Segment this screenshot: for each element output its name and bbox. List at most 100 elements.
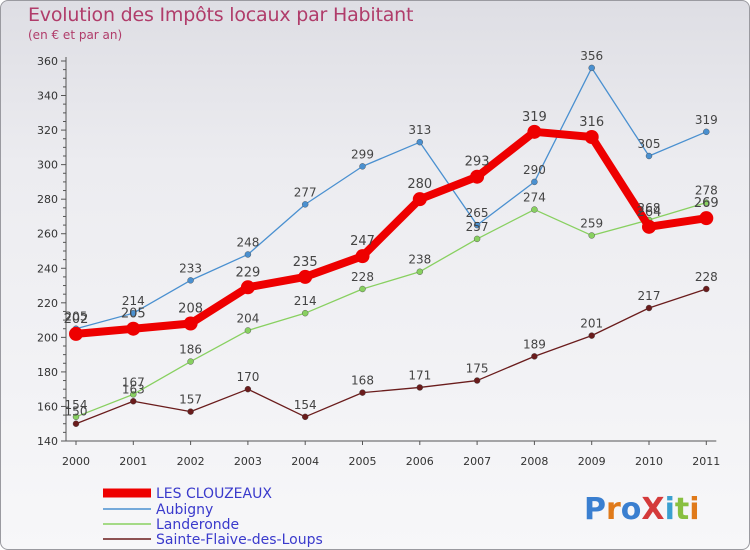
y-tick-label: 140 xyxy=(37,435,58,448)
data-label: 168 xyxy=(351,374,374,388)
data-label: 319 xyxy=(695,113,718,127)
data-point xyxy=(473,221,481,229)
data-point xyxy=(588,332,595,339)
data-point xyxy=(359,389,366,396)
data-label: 150 xyxy=(65,405,88,419)
data-label: 248 xyxy=(236,235,259,249)
data-label: 264 xyxy=(637,205,662,220)
data-point xyxy=(531,178,538,186)
data-label: 214 xyxy=(294,294,317,308)
data-point xyxy=(645,304,653,312)
data-label: 157 xyxy=(179,393,202,407)
chart-subtitle: (en € et par an) xyxy=(28,28,123,42)
y-tick-label: 240 xyxy=(37,262,58,275)
data-label: 269 xyxy=(694,196,719,211)
data-label: 313 xyxy=(408,123,431,137)
x-tick-label: 2011 xyxy=(692,455,720,468)
data-point xyxy=(126,321,141,336)
data-label: 265 xyxy=(466,206,489,220)
x-tick-label: 2006 xyxy=(406,455,434,468)
data-point xyxy=(130,398,137,405)
x-tick-label: 2005 xyxy=(349,455,377,468)
data-label: 356 xyxy=(580,49,603,63)
data-label: 208 xyxy=(178,302,203,317)
data-label: 214 xyxy=(122,294,145,308)
data-label: 280 xyxy=(407,177,432,192)
data-point xyxy=(703,285,710,293)
data-label: 290 xyxy=(523,163,546,177)
x-tick-label: 2009 xyxy=(578,455,606,468)
data-label: 238 xyxy=(408,253,431,267)
data-label: 229 xyxy=(235,265,260,280)
y-tick-label: 360 xyxy=(37,55,58,68)
x-tick-label: 2003 xyxy=(234,455,262,468)
legend-label: Aubigny xyxy=(156,502,213,518)
data-point xyxy=(416,268,423,275)
data-label: 186 xyxy=(179,343,202,357)
data-label: 189 xyxy=(523,337,546,351)
data-point xyxy=(642,219,656,234)
data-label: 299 xyxy=(351,147,374,161)
y-tick-label: 160 xyxy=(37,400,58,413)
series-line-3 xyxy=(75,288,707,425)
data-point xyxy=(69,326,83,341)
data-point xyxy=(244,327,252,334)
data-point xyxy=(302,413,309,421)
proxiti-logo: ProXiti xyxy=(584,492,700,527)
data-point xyxy=(298,269,313,284)
data-label: 293 xyxy=(465,155,490,170)
data-label: 204 xyxy=(236,311,259,325)
data-label: 274 xyxy=(523,191,546,205)
data-label: 202 xyxy=(64,312,89,327)
data-label: 154 xyxy=(65,398,88,412)
data-point xyxy=(412,192,427,207)
data-point xyxy=(473,235,481,243)
data-point xyxy=(359,285,366,293)
legend-label: Landeronde xyxy=(156,517,239,533)
data-label: 319 xyxy=(522,110,547,125)
data-label: 247 xyxy=(350,234,375,249)
data-point xyxy=(588,64,595,72)
data-label: 259 xyxy=(580,216,603,230)
x-tick-label: 2004 xyxy=(291,455,319,468)
x-tick-label: 2000 xyxy=(62,455,90,468)
data-label: 228 xyxy=(695,270,718,284)
data-point xyxy=(645,152,653,160)
data-point xyxy=(244,251,252,258)
data-point xyxy=(130,309,137,317)
data-label: 233 xyxy=(179,261,202,275)
data-label: 228 xyxy=(351,270,374,284)
data-label: 167 xyxy=(122,375,145,389)
data-point xyxy=(72,413,80,421)
data-point xyxy=(187,408,194,415)
legend-label: Sainte-Flaive-des-Loups xyxy=(156,532,323,548)
data-label: 316 xyxy=(579,115,604,130)
y-tick-label: 340 xyxy=(37,90,58,103)
y-tick-label: 200 xyxy=(37,331,58,344)
y-tick-label: 180 xyxy=(37,366,58,379)
data-label: 277 xyxy=(294,185,317,199)
data-point xyxy=(355,249,370,264)
data-label: 257 xyxy=(466,220,489,234)
data-point xyxy=(244,385,252,393)
y-tick-label: 300 xyxy=(37,159,58,172)
data-point xyxy=(416,384,423,391)
data-label: 205 xyxy=(121,307,146,322)
data-point xyxy=(72,420,80,427)
data-label: 235 xyxy=(293,255,318,270)
data-point xyxy=(588,232,595,239)
data-point xyxy=(416,138,423,146)
y-tick-label: 220 xyxy=(37,297,58,310)
data-point xyxy=(187,277,194,284)
data-point xyxy=(359,163,366,170)
x-tick-label: 2001 xyxy=(119,455,147,468)
data-point xyxy=(473,377,481,384)
x-tick-label: 2002 xyxy=(177,455,205,468)
series-line-1 xyxy=(75,67,707,330)
data-label: 175 xyxy=(466,362,489,376)
data-label: 154 xyxy=(294,398,317,412)
data-label: 217 xyxy=(638,289,661,303)
data-label: 163 xyxy=(122,382,145,396)
